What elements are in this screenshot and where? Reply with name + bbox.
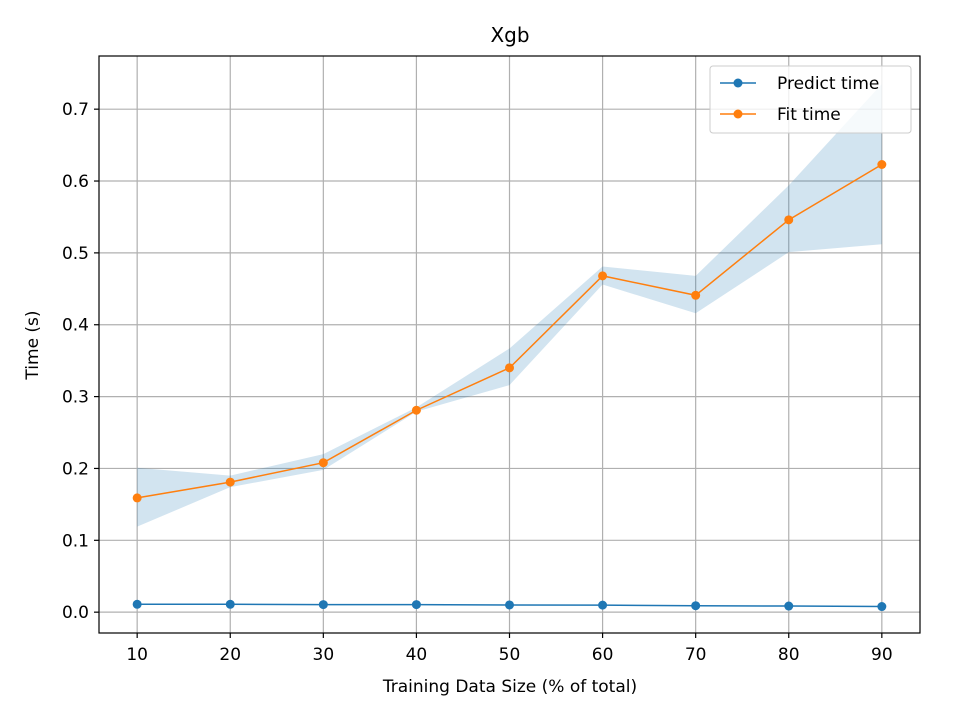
legend-marker-fit [733,109,743,119]
x-tick-label: 20 [219,645,241,665]
series-lines [132,160,887,612]
grid-lines [99,56,920,633]
y-axis-ticks: 0.0 0.1 0.2 0.3 0.4 0.5 0.6 0.7 [62,100,99,623]
predict-time-point [505,600,514,610]
confidence-bands [137,84,882,527]
y-axis-label: Time (s) [23,310,43,380]
y-tick-label: 0.0 [62,603,89,623]
x-tick-label: 90 [871,645,893,665]
x-tick-label: 60 [592,645,614,665]
legend: Predict time Fit time [709,65,912,134]
predict-time-point [132,599,142,609]
fit-time-point [505,363,514,373]
predict-time-point [225,599,235,609]
fit-time-point [691,290,701,300]
x-tick-label: 30 [313,645,335,665]
x-axis-ticks: 10 20 30 40 50 60 70 80 90 [126,633,893,665]
fit-time-point [132,493,142,503]
fit-time-point [225,477,235,487]
plot-frame [98,55,921,634]
legend-marker-predict [733,78,743,88]
predict-time-point [318,600,328,610]
predict-time-point [877,602,887,612]
fit-time-point [784,215,794,225]
y-tick-label: 0.2 [62,459,89,479]
predict-time-point [691,601,701,611]
predict-time-point [411,600,421,610]
y-tick-label: 0.7 [62,100,89,120]
x-tick-label: 40 [406,645,428,665]
y-tick-label: 0.1 [62,531,89,551]
predict-time-point [598,600,608,610]
predict-time-point [784,601,794,611]
fit-time-point [598,271,608,281]
legend-box [709,65,912,134]
x-tick-label: 70 [685,645,707,665]
fit-time-point [318,458,328,468]
legend-label-fit: Fit time [777,105,841,125]
y-tick-label: 0.4 [62,316,89,336]
fit-time-point [877,160,887,170]
x-tick-label: 10 [126,645,148,665]
y-tick-label: 0.5 [62,244,89,264]
y-tick-label: 0.3 [62,388,89,408]
x-tick-label: 80 [778,645,800,665]
chart-title: Xgb [490,23,529,47]
confidence-band [137,84,882,527]
legend-label-predict: Predict time [777,74,879,94]
x-axis-label: Training Data Size (% of total) [382,677,637,697]
fit-time-point [411,405,421,415]
y-tick-label: 0.6 [62,172,89,192]
x-tick-label: 50 [499,645,521,665]
